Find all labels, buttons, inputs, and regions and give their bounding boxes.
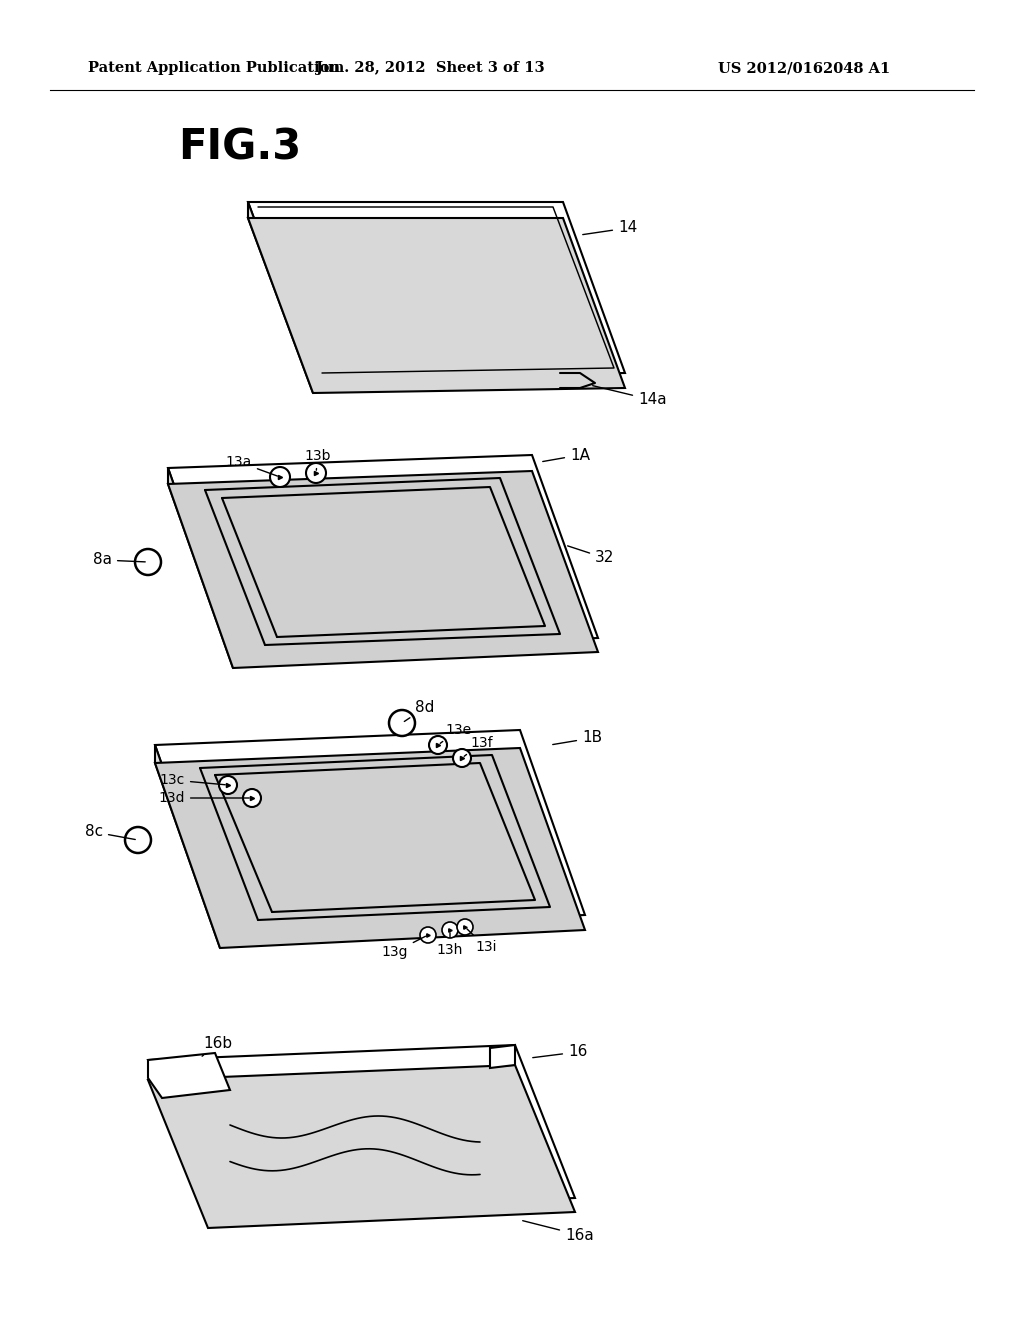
Text: 13d: 13d <box>159 791 249 805</box>
Text: 13e: 13e <box>440 723 471 743</box>
Circle shape <box>243 789 261 807</box>
Text: 13a: 13a <box>225 455 278 477</box>
Text: Jun. 28, 2012  Sheet 3 of 13: Jun. 28, 2012 Sheet 3 of 13 <box>315 61 545 75</box>
Polygon shape <box>248 218 625 393</box>
Polygon shape <box>148 1065 575 1228</box>
Text: 8c: 8c <box>85 825 135 840</box>
Polygon shape <box>168 469 233 668</box>
Circle shape <box>219 776 237 795</box>
Text: FIG.3: FIG.3 <box>178 127 301 169</box>
Text: 16: 16 <box>532 1044 588 1060</box>
Text: 32: 32 <box>567 546 614 565</box>
Text: 14a: 14a <box>593 385 667 408</box>
Circle shape <box>457 919 473 935</box>
Text: 13g: 13g <box>382 936 426 960</box>
Text: 1B: 1B <box>553 730 602 746</box>
Circle shape <box>135 549 161 576</box>
Polygon shape <box>248 202 625 378</box>
Polygon shape <box>155 744 220 948</box>
Text: 13h: 13h <box>437 933 463 957</box>
Text: 13c: 13c <box>160 774 225 787</box>
Circle shape <box>442 921 458 939</box>
Polygon shape <box>155 748 585 948</box>
Text: 8a: 8a <box>93 553 145 568</box>
Text: 13f: 13f <box>464 737 493 756</box>
Text: US 2012/0162048 A1: US 2012/0162048 A1 <box>718 61 890 75</box>
Circle shape <box>389 710 415 737</box>
Text: 14: 14 <box>583 220 637 235</box>
Circle shape <box>453 748 471 767</box>
Polygon shape <box>168 455 598 652</box>
Text: 13b: 13b <box>305 449 331 470</box>
Polygon shape <box>490 1045 515 1068</box>
Text: 16a: 16a <box>522 1221 594 1242</box>
Polygon shape <box>168 471 598 668</box>
Polygon shape <box>248 202 313 393</box>
Text: 13i: 13i <box>467 929 497 954</box>
Text: 1A: 1A <box>543 447 590 462</box>
Circle shape <box>306 463 326 483</box>
Text: Patent Application Publication: Patent Application Publication <box>88 61 340 75</box>
Text: 8d: 8d <box>404 701 434 722</box>
Polygon shape <box>148 1045 575 1212</box>
Polygon shape <box>155 730 585 931</box>
Circle shape <box>270 467 290 487</box>
Text: 16b: 16b <box>202 1035 232 1056</box>
Circle shape <box>125 828 151 853</box>
Circle shape <box>429 737 447 754</box>
Polygon shape <box>148 1053 230 1098</box>
Circle shape <box>420 927 436 942</box>
